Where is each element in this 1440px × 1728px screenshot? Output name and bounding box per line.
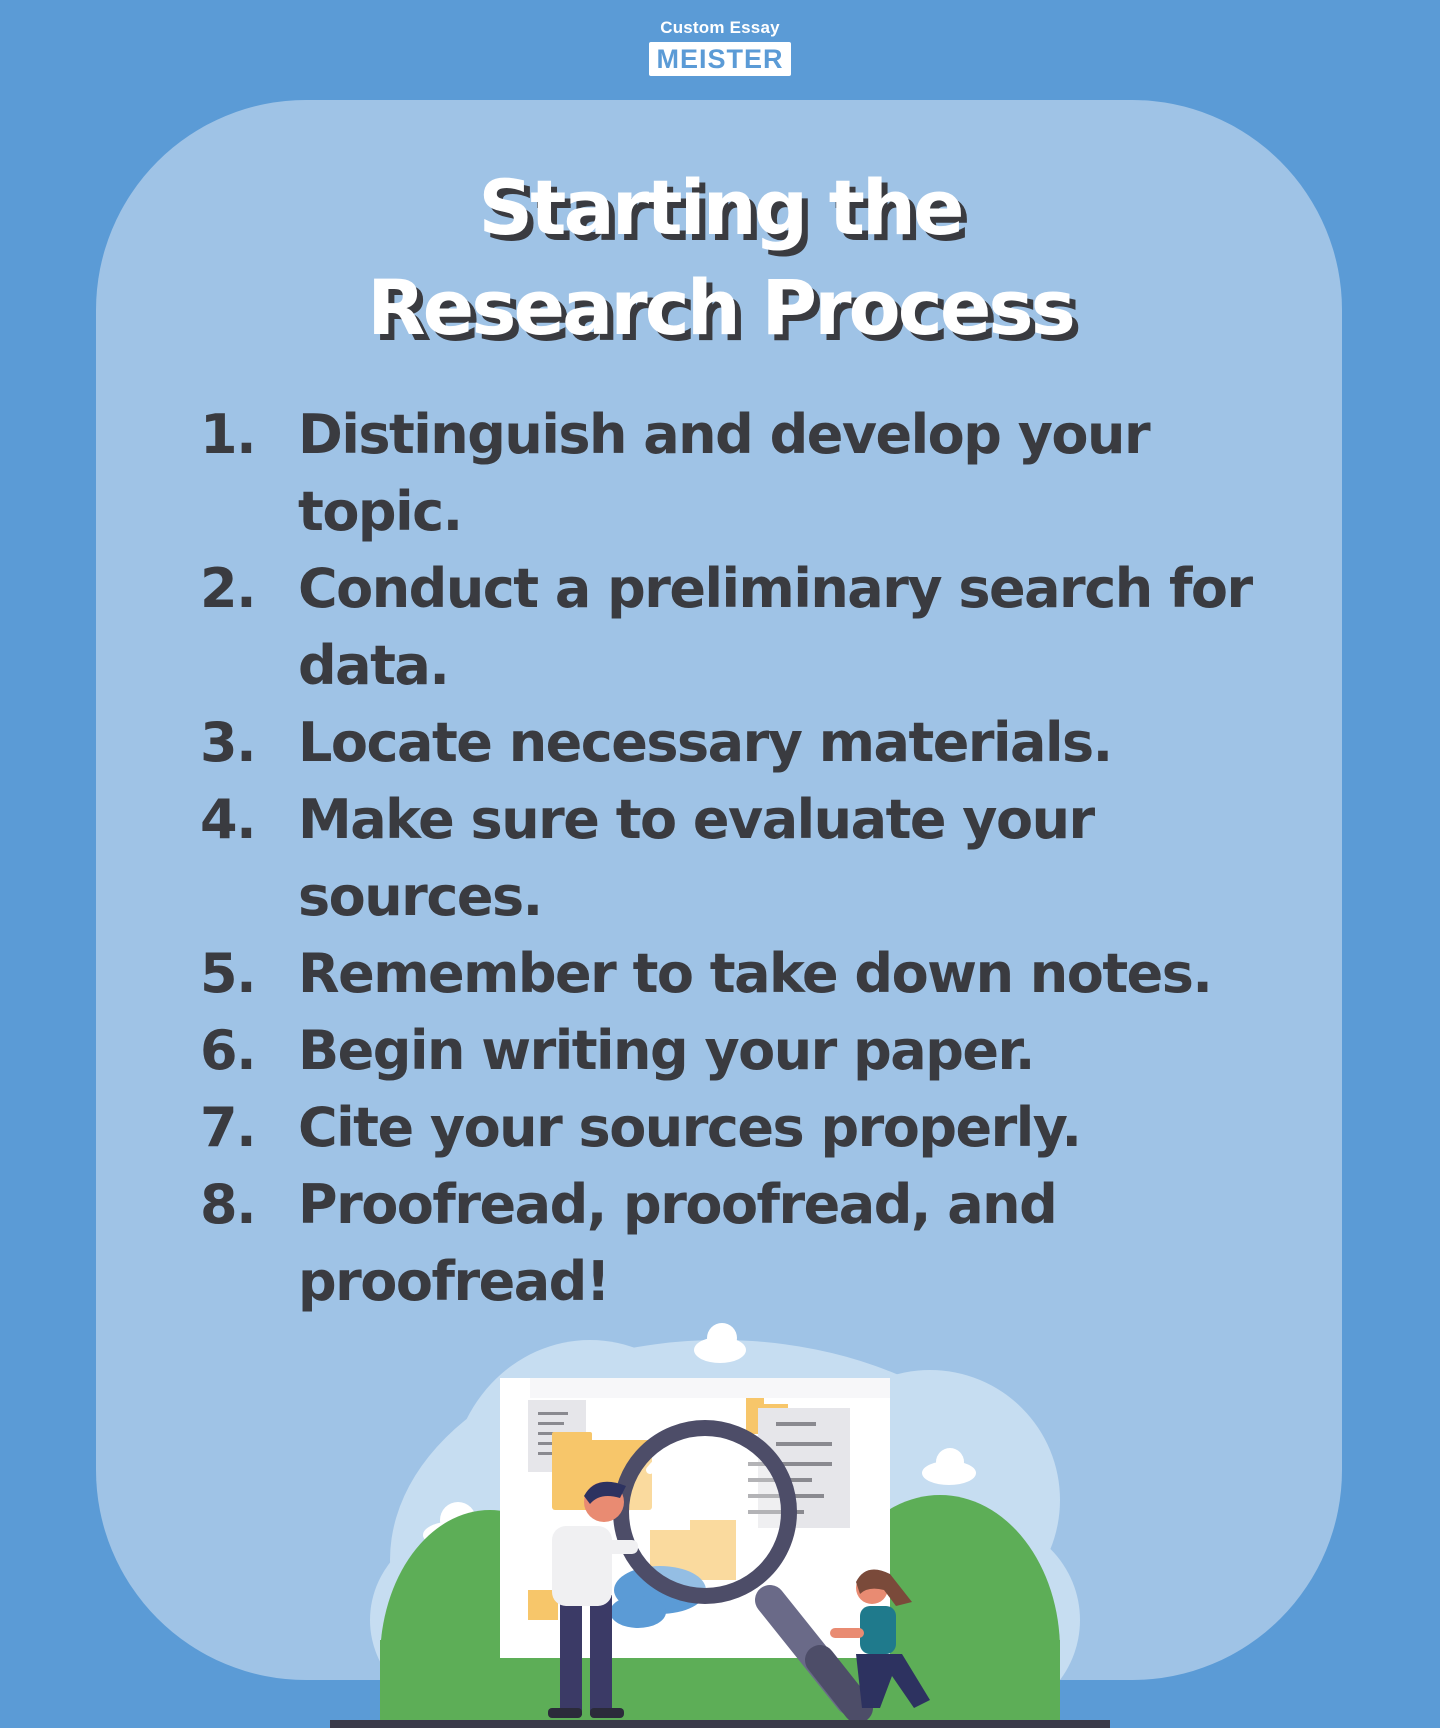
- step-number: 7.: [200, 1096, 257, 1159]
- step-text: Make sure to evaluate your sources.: [298, 788, 1095, 928]
- step-item: 6. Begin writing your paper.: [200, 1012, 1260, 1089]
- cloud-icon: [694, 1323, 746, 1363]
- step-text: Cite your sources properly.: [298, 1096, 1082, 1159]
- page-title: Starting the Research Process: [0, 158, 1440, 358]
- step-item: 2. Conduct a preliminary search for data…: [200, 550, 1260, 704]
- woman-figure: [830, 1569, 930, 1708]
- ground-line: [330, 1720, 1110, 1728]
- brand-logo: Custom Essay MEISTER: [0, 18, 1440, 76]
- step-text: Locate necessary materials.: [298, 711, 1113, 774]
- man-figure: [548, 1481, 638, 1718]
- step-number: 2.: [200, 557, 257, 620]
- step-text: Distinguish and develop your topic.: [298, 403, 1151, 543]
- research-illustration: [330, 1323, 1110, 1728]
- step-number: 1.: [200, 403, 257, 466]
- step-item: 8. Proofread, proofread, and proofread!: [200, 1166, 1260, 1320]
- step-text: Conduct a preliminary search for data.: [298, 557, 1253, 697]
- step-text: Remember to take down notes.: [298, 942, 1213, 1005]
- title-line1: Starting the: [478, 163, 964, 252]
- title-line2: Research Process: [367, 263, 1076, 352]
- step-text: Proofread, proofread, and proofread!: [298, 1173, 1058, 1313]
- steps-list: 1. Distinguish and develop your topic. 2…: [200, 396, 1260, 1320]
- cloud-icon: [922, 1448, 976, 1485]
- step-number: 5.: [200, 942, 257, 1005]
- step-item: 4. Make sure to evaluate your sources.: [200, 781, 1260, 935]
- step-item: 1. Distinguish and develop your topic.: [200, 396, 1260, 550]
- step-text: Begin writing your paper.: [298, 1019, 1035, 1082]
- step-number: 8.: [200, 1173, 257, 1236]
- brand-line1: Custom Essay: [660, 18, 780, 37]
- step-number: 4.: [200, 788, 257, 851]
- step-number: 3.: [200, 711, 257, 774]
- brand-line2: MEISTER: [649, 42, 791, 76]
- step-item: 5. Remember to take down notes.: [200, 935, 1260, 1012]
- step-number: 6.: [200, 1019, 257, 1082]
- step-item: 3. Locate necessary materials.: [200, 704, 1260, 781]
- step-item: 7. Cite your sources properly.: [200, 1089, 1260, 1166]
